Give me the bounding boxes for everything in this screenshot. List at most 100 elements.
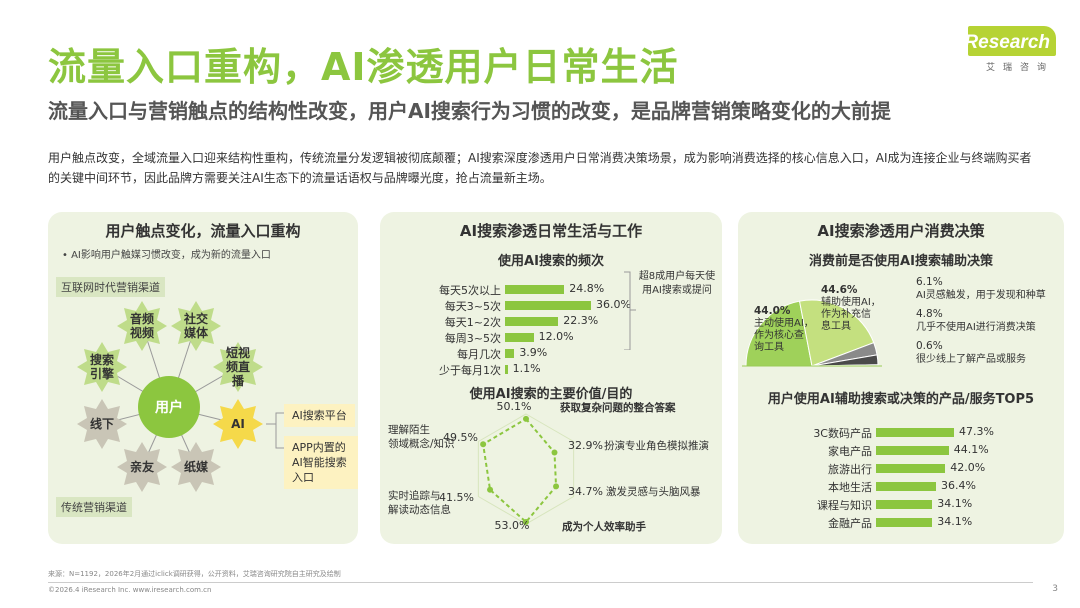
logo-subtext: 艾瑞咨询 bbox=[985, 63, 1054, 73]
radar-category-label: 扮演专业角色模拟推演 bbox=[604, 439, 709, 452]
bar-category-label: 金融产品 bbox=[828, 517, 872, 530]
radar-category-label: 获取复杂问题的整合答案 bbox=[560, 401, 676, 414]
bar-value-label: 44.1% bbox=[953, 443, 989, 456]
bar-value-label: 47.3% bbox=[959, 425, 994, 438]
bar-value-label: 22.3% bbox=[563, 314, 599, 327]
node-audio-video-label: 音频视频 bbox=[129, 312, 154, 340]
footer-divider bbox=[48, 582, 1033, 583]
bar-category-label: 旅游出行 bbox=[828, 463, 872, 476]
bar-category-label: 每天5次以上 bbox=[439, 284, 501, 297]
node-offline: 线下 bbox=[75, 397, 129, 451]
callout-ai-platform: AI搜索平台 bbox=[284, 404, 355, 427]
bar bbox=[876, 500, 933, 509]
bar bbox=[876, 464, 946, 473]
bar-value-label: 3.9% bbox=[519, 346, 548, 359]
bar-row: 旅游出行 42.0% bbox=[828, 461, 985, 476]
intro-paragraph: 用户触点改变，全域流量入口迎来结构性重构，传统流量分发逻辑被彻底颠覆；AI搜索深… bbox=[48, 151, 1032, 185]
callout-app-ai-entry: APP内置的AI智能搜索入口 bbox=[284, 436, 358, 489]
copyright: ©2026.4 iResearch Inc. www.iresearch.com… bbox=[48, 586, 212, 594]
pie-category-label: 辅助使用AI， bbox=[821, 295, 881, 308]
bar-row: 少于每月1次 1.1% bbox=[439, 362, 591, 377]
bar-row: 每天3~5次 36.0% bbox=[445, 298, 631, 313]
bar bbox=[505, 317, 559, 326]
pie-value-label: 0.6% bbox=[916, 340, 943, 352]
node-offline-label: 线下 bbox=[89, 417, 114, 431]
star-shape bbox=[77, 342, 127, 392]
bar-category-label: 少于每月1次 bbox=[439, 364, 501, 377]
node-search-engine-label: 搜索引擎 bbox=[89, 353, 114, 381]
bar-row: 金融产品 34.1% bbox=[828, 515, 972, 530]
star-shape bbox=[171, 442, 221, 492]
node-user-center: 用户 bbox=[138, 376, 200, 438]
bar-category-label: 本地生活 bbox=[828, 481, 872, 494]
top5-chart-title: 用户使用AI辅助搜索或决策的产品/服务TOP5 bbox=[767, 392, 1035, 407]
pie-slice bbox=[745, 300, 813, 367]
node-social-media: 社交媒体 bbox=[169, 299, 223, 353]
star-shape bbox=[117, 301, 167, 351]
radar-value-label: 49.5% bbox=[443, 431, 478, 444]
radar-point bbox=[551, 449, 558, 456]
radar-category-label: 成为个人效率助手 bbox=[562, 520, 646, 533]
radar-value-label: 50.1% bbox=[497, 400, 532, 413]
iresearch-logo: iResearch 艾瑞咨询 bbox=[959, 26, 1056, 76]
bar bbox=[505, 333, 534, 342]
star-shape bbox=[77, 399, 127, 449]
radar-value-label: 41.5% bbox=[439, 491, 474, 504]
bar-row: 每天5次以上 24.8% bbox=[439, 282, 604, 297]
star-shape bbox=[213, 399, 263, 449]
bar-row: 本地生活 36.4% bbox=[828, 479, 976, 494]
freq-chart-title: 使用AI搜索的频次 bbox=[498, 254, 604, 269]
bar bbox=[876, 482, 937, 491]
bar-category-label: 每月几次 bbox=[457, 348, 501, 361]
node-audio-video: 音频视频 bbox=[115, 299, 169, 353]
bar-value-label: 34.1% bbox=[937, 515, 973, 528]
node-ai: AI bbox=[211, 397, 265, 451]
page-title: 流量入口重构，AI渗透用户日常生活 bbox=[48, 45, 679, 89]
bar-value-label: 36.0% bbox=[596, 298, 631, 311]
bar-category-label: 每天1~2次 bbox=[444, 316, 501, 329]
bar-row: 家电产品 44.1% bbox=[828, 443, 989, 458]
logo-badge bbox=[968, 26, 1056, 56]
star-shape bbox=[213, 342, 263, 392]
bar bbox=[505, 349, 515, 358]
bar-value-label: 34.1% bbox=[937, 497, 973, 510]
bar bbox=[876, 446, 949, 455]
node-ai-label: AI bbox=[231, 417, 245, 431]
panel3-title: AI搜索渗透用户消费决策 bbox=[817, 222, 985, 240]
radar-grid bbox=[477, 413, 575, 525]
radar-value-label: 32.9% bbox=[568, 439, 603, 452]
radar-category-label: 领域概念/知识 bbox=[388, 437, 455, 450]
panel2-title: AI搜索渗透日常生活与工作 bbox=[459, 222, 643, 240]
node-search-engine: 搜索引擎 bbox=[75, 340, 129, 394]
bar-category-label: 家电产品 bbox=[828, 445, 872, 458]
bar-category-label: 3C数码产品 bbox=[813, 427, 872, 440]
bar bbox=[876, 428, 954, 437]
node-paper-media: 纸媒 bbox=[169, 440, 223, 494]
radar-point bbox=[523, 415, 529, 422]
page-number: 3 bbox=[1052, 584, 1058, 594]
panel-ai-search-penetration: AI搜索渗透日常生活与工作 bbox=[380, 212, 722, 544]
pie-category-label: 几乎不使用AI进行消费决策 bbox=[916, 320, 1036, 333]
bar-value-label: 12.0% bbox=[538, 330, 574, 343]
pie-category-label: AI灵感触发，用于发现和种草 bbox=[916, 288, 1046, 301]
radar-category-label: 激发灵感与头脑风暴 bbox=[606, 485, 701, 498]
panel1-title: 用户触点变化，流量入口重构 bbox=[105, 222, 301, 240]
pie-category-label: 作为补充信 bbox=[821, 307, 871, 320]
page-subtitle: 流量入口与营销触点的结构性改变，用户AI搜索行为习惯的改变，是品牌营销策略变化的… bbox=[48, 99, 891, 123]
radar-category-label: 实时追踪与 bbox=[388, 489, 441, 502]
node-short-video: 短视频直播 bbox=[211, 340, 265, 394]
node-friends: 亲友 bbox=[115, 440, 169, 494]
pie-category-label: 很少线上了解产品或服务 bbox=[916, 352, 1026, 365]
bar bbox=[876, 518, 933, 527]
bar-row: 3C数码产品 47.3% bbox=[813, 425, 994, 440]
radar-value-label: 34.7% bbox=[568, 485, 603, 498]
bar-row: 课程与知识 34.1% bbox=[817, 497, 972, 512]
radar-value-label: 53.0% bbox=[495, 519, 530, 532]
logo-text: iResearch bbox=[959, 32, 1050, 53]
bar-row: 每月几次 3.9% bbox=[457, 346, 591, 361]
bar bbox=[505, 301, 591, 310]
node-short-video-label: 短视频直播 bbox=[225, 346, 250, 388]
radar-category-label: 解读动态信息 bbox=[388, 503, 451, 516]
pie-value-label: 44.6% bbox=[821, 284, 858, 296]
